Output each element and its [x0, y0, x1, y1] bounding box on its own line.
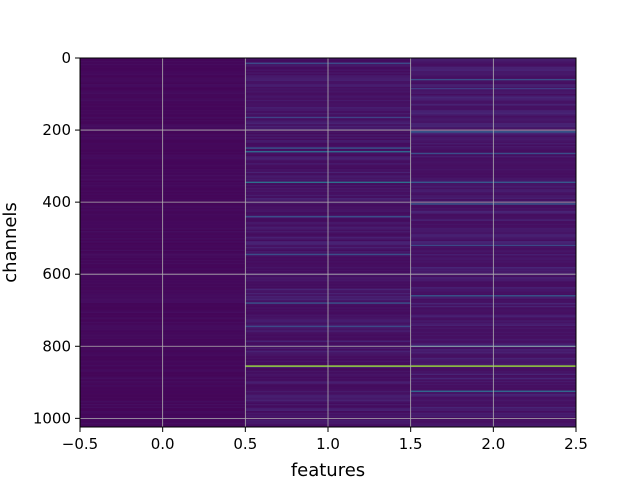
y-tick-label: 800 [42, 337, 71, 355]
y-tick-label: 200 [42, 121, 71, 139]
x-axis: −0.5 0.0 0.5 1.0 1.5 2.0 2.5 [62, 427, 588, 453]
x-tick-label: 0.5 [233, 435, 257, 453]
x-tick-label: 1.5 [399, 435, 423, 453]
y-tick-label: 0 [61, 49, 71, 67]
y-axis-label: channels [0, 202, 21, 283]
x-tick-label: 2.5 [564, 435, 588, 453]
x-tick-label: −0.5 [62, 435, 98, 453]
x-tick-label: 1.0 [316, 435, 340, 453]
x-tick-label: 0.0 [151, 435, 175, 453]
y-axis: 0 200 400 600 800 1000 [33, 49, 80, 427]
y-tick-label: 400 [42, 193, 71, 211]
y-tick-label: 1000 [33, 409, 71, 427]
x-tick-label: 2.0 [481, 435, 505, 453]
x-axis-label: features [291, 460, 365, 480]
y-tick-label: 600 [42, 265, 71, 283]
